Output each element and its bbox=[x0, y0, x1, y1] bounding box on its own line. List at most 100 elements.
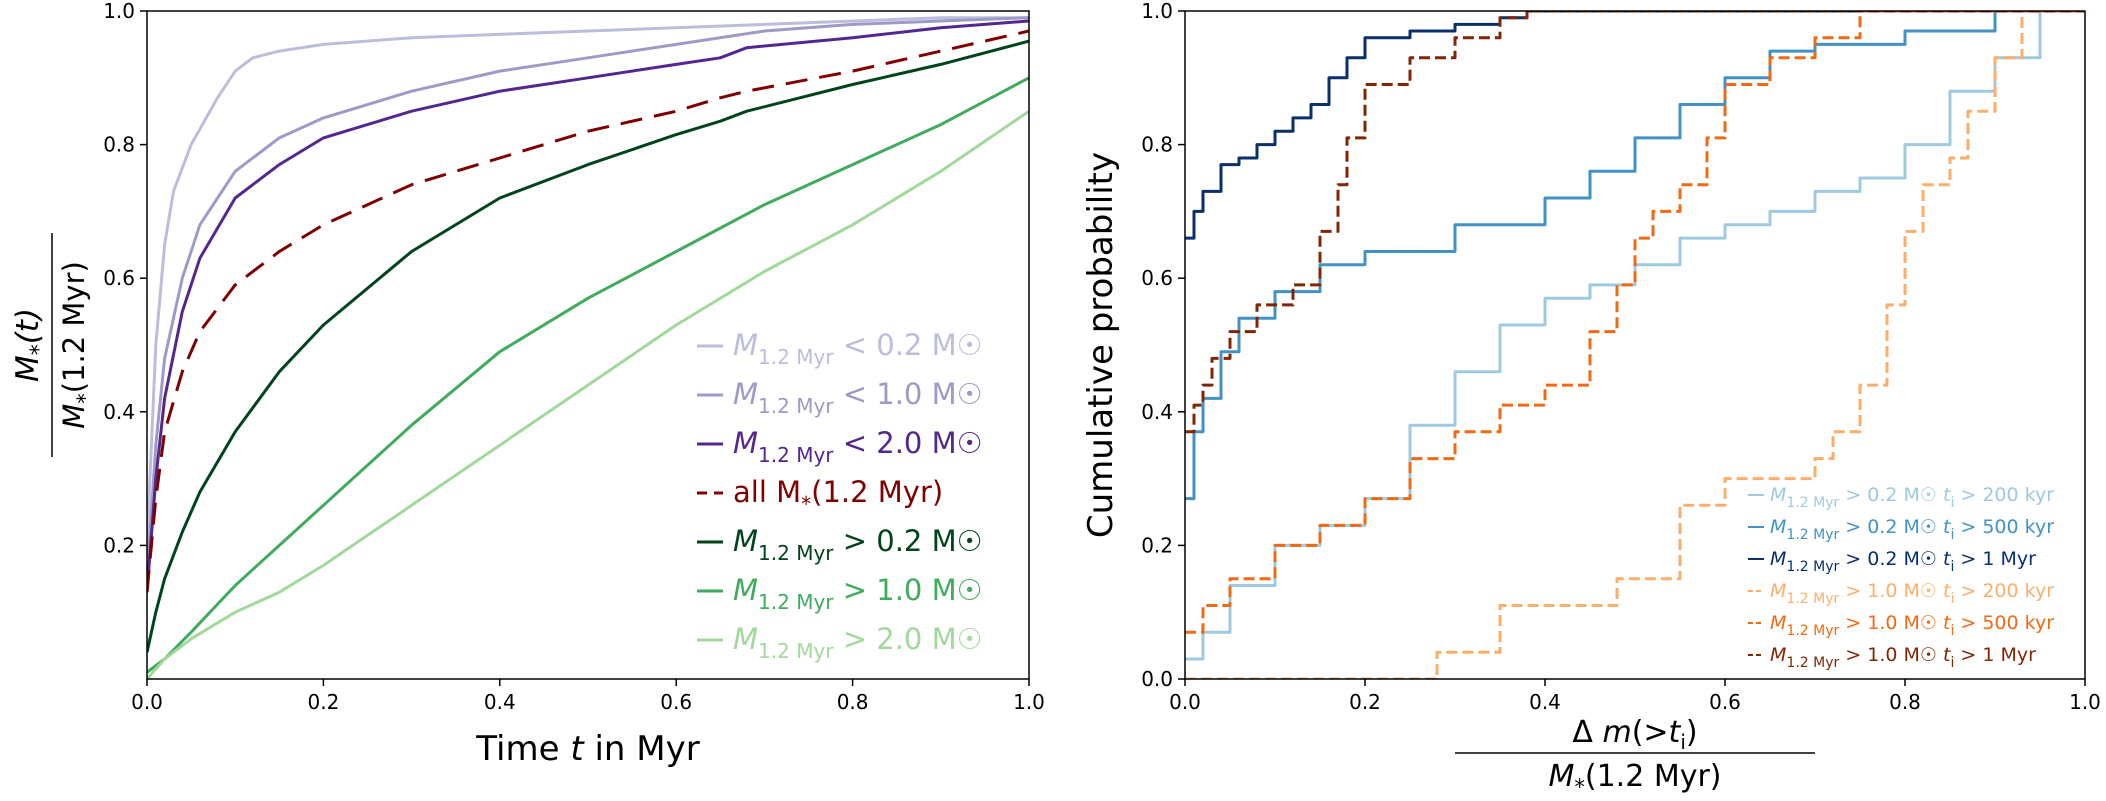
legend-entry-text: i bbox=[1950, 591, 1954, 607]
x-tick-label: 0.6 bbox=[1709, 690, 1741, 714]
chart-panel-2: 0.0 0.2 0.4 0.6 0.8 1.0 0.0 0.2 0.4 0.6 0.8 1.0 bbox=[1141, 0, 2101, 714]
legend-entry-text: i bbox=[1950, 559, 1954, 575]
y-axis-label-numerator: M*(t) bbox=[10, 308, 52, 382]
legend-entry-5: M1.2 Myr > 1.0 M☉ ti > 500 kyr bbox=[1770, 612, 2054, 639]
legend-entry-3: M1.2 Myr < 2.0 M☉ bbox=[733, 426, 983, 467]
y-axis-label-part: * bbox=[73, 393, 97, 404]
x-tick-label: 0.8 bbox=[837, 690, 869, 714]
x-axis-label-part: i bbox=[1680, 730, 1686, 754]
y-axis-label-part: (t) bbox=[10, 308, 46, 344]
x-axis-label-part: (1.2 Myr) bbox=[1585, 759, 1722, 794]
legend-entry-text: M bbox=[1770, 580, 1786, 602]
y-tick-label: 1.0 bbox=[103, 0, 135, 23]
series-group bbox=[147, 16, 1029, 679]
x-tick-label: 1.0 bbox=[1013, 690, 1045, 714]
legend-entry-6: M1.2 Myr > 1.0 M☉ bbox=[733, 573, 983, 614]
x-axis-label-part: ) bbox=[1686, 715, 1698, 750]
x-tick-label: 0.2 bbox=[1349, 690, 1381, 714]
legend-entry-6: M1.2 Myr > 1.0 M☉ ti > 1 Myr bbox=[1770, 644, 2036, 671]
x-tick-label: 0.4 bbox=[1529, 690, 1561, 714]
legend-entry-text: 1.2 Myr bbox=[758, 541, 834, 565]
x-axis-label-part: t bbox=[570, 729, 585, 769]
series-line-5 bbox=[1185, 11, 2085, 634]
legend-entry-text: 1.2 Myr bbox=[758, 443, 834, 467]
series-line-7 bbox=[147, 109, 1029, 679]
legend-entry-2: M1.2 Myr < 1.0 M☉ bbox=[733, 377, 983, 418]
y-axis-label: M*(t)M*(1.2 Myr) bbox=[10, 233, 97, 457]
legend-entry-text: 1.2 Myr bbox=[1786, 655, 1839, 671]
x-tick-label: 1.0 bbox=[2069, 690, 2101, 714]
legend-entry-text: > 0.2 M☉ bbox=[1839, 516, 1937, 538]
y-axis-label-part: M bbox=[57, 404, 91, 429]
legend-entry-text: 1.2 Myr bbox=[758, 345, 834, 369]
y-tick-label: 0.4 bbox=[103, 400, 135, 424]
legend-entry-1: M1.2 Myr < 0.2 M☉ bbox=[733, 328, 983, 369]
legend-entry-text: i bbox=[1950, 495, 1954, 511]
y-tick-label: 0.4 bbox=[1141, 400, 1173, 424]
legend-entry-text: 1.2 Myr bbox=[758, 590, 834, 614]
series-line-3 bbox=[1185, 11, 2085, 240]
legend-entry-text: M bbox=[1770, 548, 1786, 570]
y-tick-label: 0.6 bbox=[103, 266, 135, 290]
series-line-6 bbox=[1185, 11, 2085, 434]
y-tick-label: 0.6 bbox=[1141, 266, 1173, 290]
series-line-1 bbox=[147, 16, 1029, 546]
legend-entry-text: i bbox=[1950, 527, 1954, 543]
legend-entry-text: > 1.0 M☉ bbox=[1839, 612, 1937, 634]
legend-entry-text: < 2.0 M☉ bbox=[834, 426, 983, 460]
y-tick-label: 0.2 bbox=[1141, 533, 1173, 557]
legend-entry-text: i bbox=[1950, 655, 1954, 671]
y-tick-label: 0.2 bbox=[103, 533, 135, 557]
legend-entry-text: > 200 kyr bbox=[1954, 580, 2054, 602]
series-line-4 bbox=[1185, 11, 2085, 679]
y-tick-label: 0.8 bbox=[103, 133, 135, 157]
x-axis-label-part: Time bbox=[475, 729, 570, 769]
legend-entry-text: t bbox=[1937, 516, 1952, 538]
legend-entry-text: t bbox=[1937, 612, 1952, 634]
legend-entry-text: t bbox=[1937, 484, 1952, 506]
legend-entry-text: M bbox=[733, 328, 758, 362]
legend-entry-text: t bbox=[1937, 644, 1952, 666]
x-axis-label-part: in Myr bbox=[584, 729, 700, 769]
legend-entry-text: (1.2 Myr) bbox=[811, 475, 943, 509]
legend-entry-text: > 0.2 M☉ bbox=[834, 524, 983, 558]
legend-entry-text: > 200 kyr bbox=[1954, 484, 2054, 506]
y-tick-label: 0.8 bbox=[1141, 133, 1173, 157]
x-tick-label: 0.0 bbox=[131, 690, 163, 714]
legend-entry-text: > 1 Myr bbox=[1954, 644, 2036, 666]
legend-entry-text: 1.2 Myr bbox=[758, 394, 834, 418]
legend-entry-7: M1.2 Myr > 2.0 M☉ bbox=[733, 622, 983, 663]
x-axis-label: Time t in Myr bbox=[475, 729, 699, 769]
series-line-2 bbox=[1185, 11, 2085, 501]
legend-entry-text: > 500 kyr bbox=[1954, 516, 2054, 538]
legend-entry-text: * bbox=[801, 492, 811, 516]
legend-entry-text: > 1 Myr bbox=[1954, 548, 2036, 570]
legend-entry-text: M bbox=[733, 524, 758, 558]
legend-entry-text: > 0.2 M☉ bbox=[1839, 548, 1937, 570]
x-tick-label: 0.4 bbox=[484, 690, 516, 714]
legend-entry-text: M bbox=[733, 426, 758, 460]
legend-entry-text: M bbox=[733, 573, 758, 607]
series-line-6 bbox=[147, 76, 1029, 674]
legend-entry-text: < 1.0 M☉ bbox=[834, 377, 983, 411]
x-tick-label: 0.8 bbox=[1889, 690, 1921, 714]
legend-entry-text: > 500 kyr bbox=[1954, 612, 2054, 634]
plot-frame bbox=[1184, 10, 2086, 680]
legend-entry-text: 1.2 Myr bbox=[1786, 623, 1839, 639]
legend-entry-3: M1.2 Myr > 0.2 M☉ ti > 1 Myr bbox=[1770, 548, 2036, 575]
y-axis-label-part: M bbox=[10, 355, 46, 382]
legend-entry-text: t bbox=[1937, 580, 1952, 602]
series-line-5 bbox=[147, 39, 1029, 653]
legend-entry-text: M bbox=[1770, 484, 1786, 506]
legend-entry-text: 1.2 Myr bbox=[1786, 559, 1839, 575]
x-tick-label: 0.6 bbox=[660, 690, 692, 714]
x-tick-label: 0.2 bbox=[307, 690, 339, 714]
legend-entry-text: i bbox=[1950, 623, 1954, 639]
y-axis-label-part: * bbox=[27, 344, 52, 355]
legend-entry-text: t bbox=[1937, 548, 1952, 570]
x-axis-label-part: * bbox=[1574, 775, 1585, 799]
y-tick-label: 0.0 bbox=[1141, 667, 1173, 691]
legend-entry-4: M1.2 Myr > 1.0 M☉ ti > 200 kyr bbox=[1770, 580, 2054, 607]
x-axis-label-numerator: Δ m(>ti) bbox=[1572, 715, 1697, 754]
